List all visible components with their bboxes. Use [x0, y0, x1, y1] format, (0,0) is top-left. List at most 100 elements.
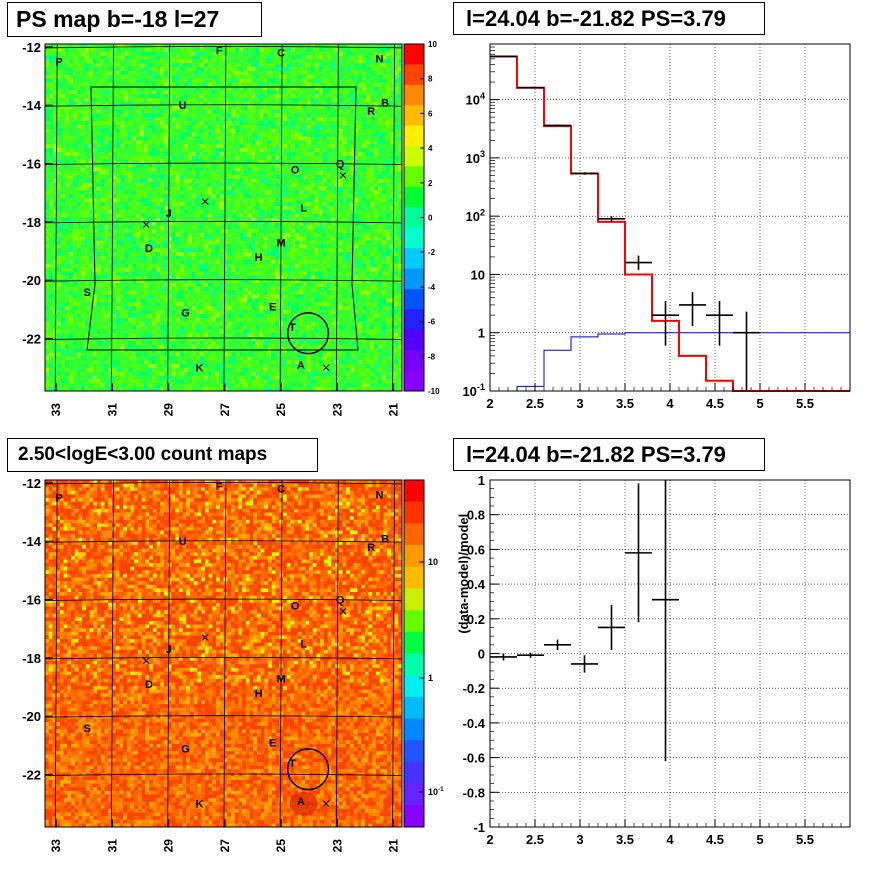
- x-tick-label: 2: [486, 396, 493, 411]
- source-label: M: [277, 673, 286, 685]
- grid-latitude-line: [44, 337, 403, 340]
- grid-latitude-line: [44, 656, 403, 660]
- source-label: D: [145, 679, 153, 691]
- y-tick-label: -12: [22, 476, 41, 491]
- grid-longitude-line: [223, 43, 227, 392]
- x-tick-label: 5: [756, 396, 763, 411]
- source-label: O: [291, 600, 300, 612]
- plot-frame: [44, 43, 403, 392]
- x-tick-label: 3: [576, 396, 583, 411]
- x-tick-label: 23: [330, 403, 344, 417]
- source-label: A: [297, 360, 305, 372]
- x-tick-label: 3.5: [616, 396, 634, 411]
- colorbar-cell: [404, 501, 424, 524]
- x-tick-label: 23: [330, 839, 344, 853]
- x-tick-label: 3.5: [616, 832, 634, 847]
- colorbar-cell: [404, 207, 424, 229]
- grid-lines: [490, 480, 850, 827]
- y-tick-label: -20: [22, 273, 41, 288]
- source-label: K: [196, 799, 204, 811]
- colorbar-tick-label: -10: [428, 387, 440, 396]
- grid-latitude-line: [44, 162, 403, 165]
- y-tick-label: 0: [478, 647, 485, 662]
- ps-map-title: PS map b=-18 l=27: [7, 2, 262, 37]
- colorbar-cell: [404, 740, 424, 763]
- x-tick-label: 31: [105, 403, 119, 417]
- grid-longitude-line: [392, 479, 395, 828]
- x-tick-label: 33: [49, 403, 63, 417]
- source-cross: [339, 171, 347, 179]
- y-tick-label: -16: [22, 593, 41, 608]
- grid-latitude-line: [44, 598, 403, 601]
- grid-longitude-line: [54, 479, 58, 828]
- x-tick-label: 5.5: [796, 832, 814, 847]
- colorbar-cell: [404, 588, 424, 611]
- y-tick-label: -0.6: [463, 751, 485, 766]
- x-tick-label: 25: [274, 839, 288, 853]
- colorbar-tick-label: 0: [428, 214, 433, 223]
- y-tick-label: 10: [471, 267, 485, 282]
- source-label: G: [181, 743, 190, 755]
- y-tick-label: 104: [465, 91, 485, 108]
- y-tick-label: 10-1: [462, 382, 485, 399]
- source-label: M: [277, 237, 286, 249]
- colorbar-tick-label: 10-1: [428, 786, 444, 797]
- source-label: A: [297, 796, 305, 808]
- ps-map-panel: P F C N U BR O Q J L D M H S G E T K A 33 31 29 27 25 23 21 -12 -14…: [22, 40, 440, 416]
- source-label: H: [255, 688, 263, 700]
- y-tick-label: -0.2: [463, 681, 485, 696]
- source-label: T: [289, 758, 296, 770]
- x-tick-label: 21: [387, 403, 401, 417]
- source-label: E: [269, 301, 276, 313]
- source-label: D: [145, 243, 153, 255]
- x-tick-label: 29: [162, 839, 176, 853]
- source-label: U: [179, 536, 187, 548]
- x-tick-label: 29: [162, 403, 176, 417]
- colorbar-cell: [404, 227, 424, 249]
- total-model-line: [490, 55, 850, 392]
- grid-longitude-line: [335, 479, 339, 828]
- region-outline: [86, 86, 359, 351]
- colorbar-cell: [404, 309, 424, 331]
- colorbar-cell: [404, 370, 424, 392]
- y-tick-label: 1: [478, 326, 485, 341]
- grid-latitude-line: [44, 279, 403, 282]
- grid-longitude-line: [167, 43, 171, 392]
- spectrum-panel: 2 2.5 3 3.5 4 4.5 5 5.5 10-1 1 10 102 103 104: [462, 43, 851, 411]
- grid-longitude-line: [392, 43, 395, 392]
- grid-longitude-line: [223, 479, 227, 828]
- source-label: Q: [336, 595, 345, 607]
- y-tick-label: 0.8: [467, 508, 485, 523]
- y-axis-label: (data-model)/model: [456, 514, 471, 634]
- colorbar-cell: [404, 675, 424, 698]
- grid-longitude-line: [279, 479, 283, 828]
- count-map-panel: P F C N U BR O Q J L D M H S G E T K A 33 31 29 27 25 23 21 -12 -14…: [22, 476, 444, 852]
- x-tick-label: 4.5: [706, 832, 724, 847]
- source-cross: [339, 607, 347, 615]
- source-cross: [322, 800, 330, 808]
- source-label: G: [181, 307, 190, 319]
- source-label: L: [300, 202, 307, 214]
- source-label: F: [216, 45, 223, 57]
- grid-longitude-line: [111, 43, 114, 392]
- source-label: J: [166, 644, 172, 656]
- colorbar-cell: [404, 268, 424, 290]
- source-label: C: [277, 484, 285, 496]
- residual-panel: 2 2.5 3 3.5 4 4.5 5 5.5 -1 -0.8 -0.6 -0.4 -0.2 0 0.2 0.…: [456, 473, 851, 847]
- y-tick-label: -14: [22, 534, 42, 549]
- y-tick-label: 1: [478, 473, 485, 488]
- colorbar-cell: [404, 631, 424, 654]
- source-cross: [201, 634, 209, 641]
- grid-longitude-line: [167, 479, 171, 828]
- y-tick-label: -12: [22, 40, 41, 55]
- y-tick-label: 0.4: [467, 577, 486, 592]
- source-label: T: [289, 322, 296, 334]
- source-label: Q: [336, 159, 345, 171]
- colorbar-tick-label: -2: [428, 248, 436, 257]
- grid-latitude-line: [44, 46, 403, 49]
- x-tick-label: 2.5: [526, 396, 544, 411]
- grid-latitude-line: [44, 715, 403, 718]
- y-tick-label: 0.2: [467, 612, 485, 627]
- source-label: E: [269, 737, 276, 749]
- colorbar-cell: [404, 125, 424, 147]
